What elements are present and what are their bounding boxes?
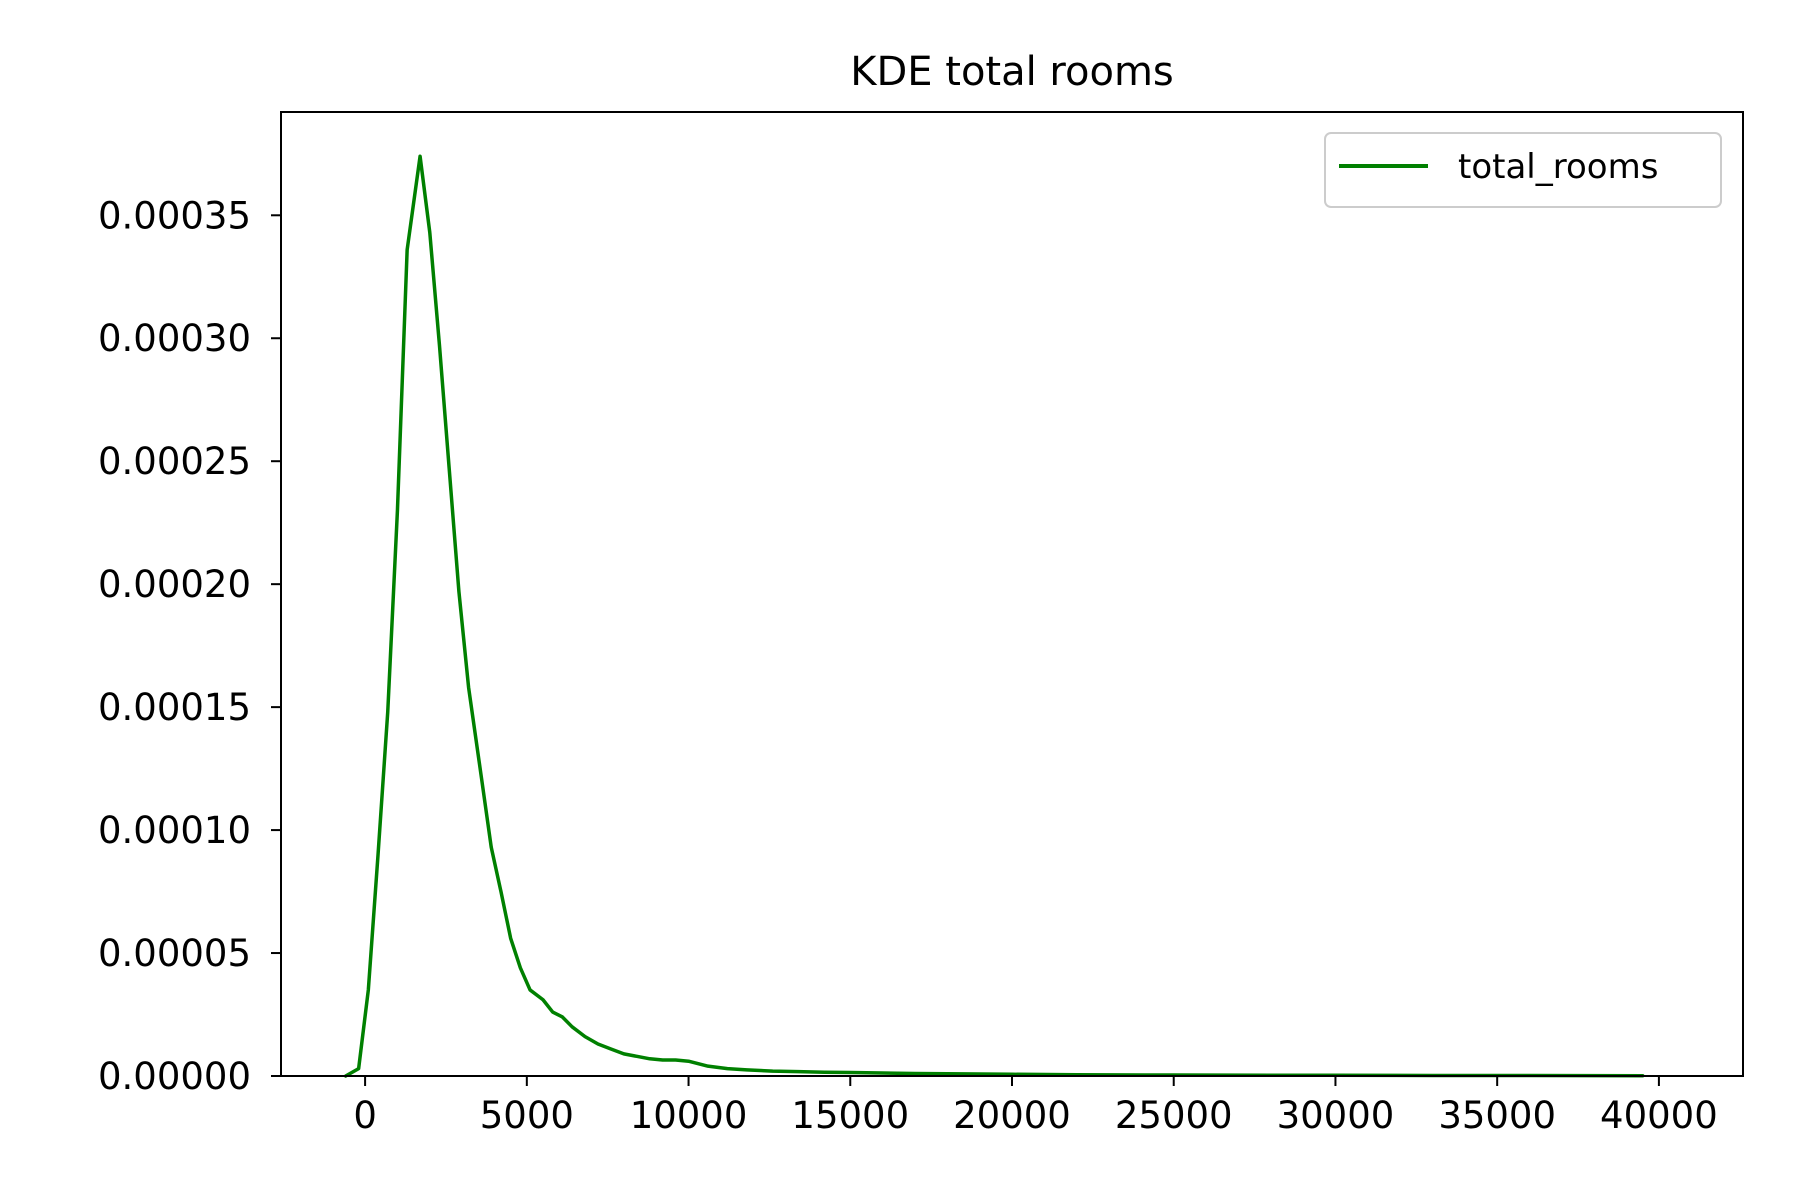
x-tick-label: 30000 [1277,1094,1395,1137]
x-tick-label: 10000 [630,1094,748,1137]
x-tick-label: 15000 [791,1094,909,1137]
chart-title: KDE total rooms [850,49,1174,95]
y-axis: 0.00000 0.00005 0.00010 0.00015 0.00020 0.000… [98,194,281,1098]
x-tick-label: 5000 [480,1094,574,1137]
x-tick-label: 25000 [1115,1094,1233,1137]
x-tick-label: 40000 [1600,1094,1718,1137]
legend-label: total_rooms [1458,147,1658,187]
legend-box [1324,132,1722,208]
y-tick-label: 0.00000 [98,1055,251,1098]
x-axis: 0 5000 10000 15000 20000 25000 30000 35000 40000 [353,1076,1718,1137]
y-tick-label: 0.00010 [98,809,251,852]
y-tick-label: 0.00015 [98,686,251,729]
y-tick-label: 0.00030 [98,317,251,360]
plot-area [343,154,1645,1078]
y-tick-label: 0.00025 [98,440,251,483]
legend: total_rooms [1324,132,1722,208]
x-tick-label: 35000 [1438,1094,1556,1137]
y-tick-label: 0.00005 [98,932,251,975]
y-tick-label: 0.00020 [98,563,251,606]
x-tick-label: 0 [353,1094,377,1137]
series-line-total-rooms [343,154,1645,1078]
y-tick-label: 0.00035 [98,194,251,237]
x-tick-label: 20000 [953,1094,1071,1137]
